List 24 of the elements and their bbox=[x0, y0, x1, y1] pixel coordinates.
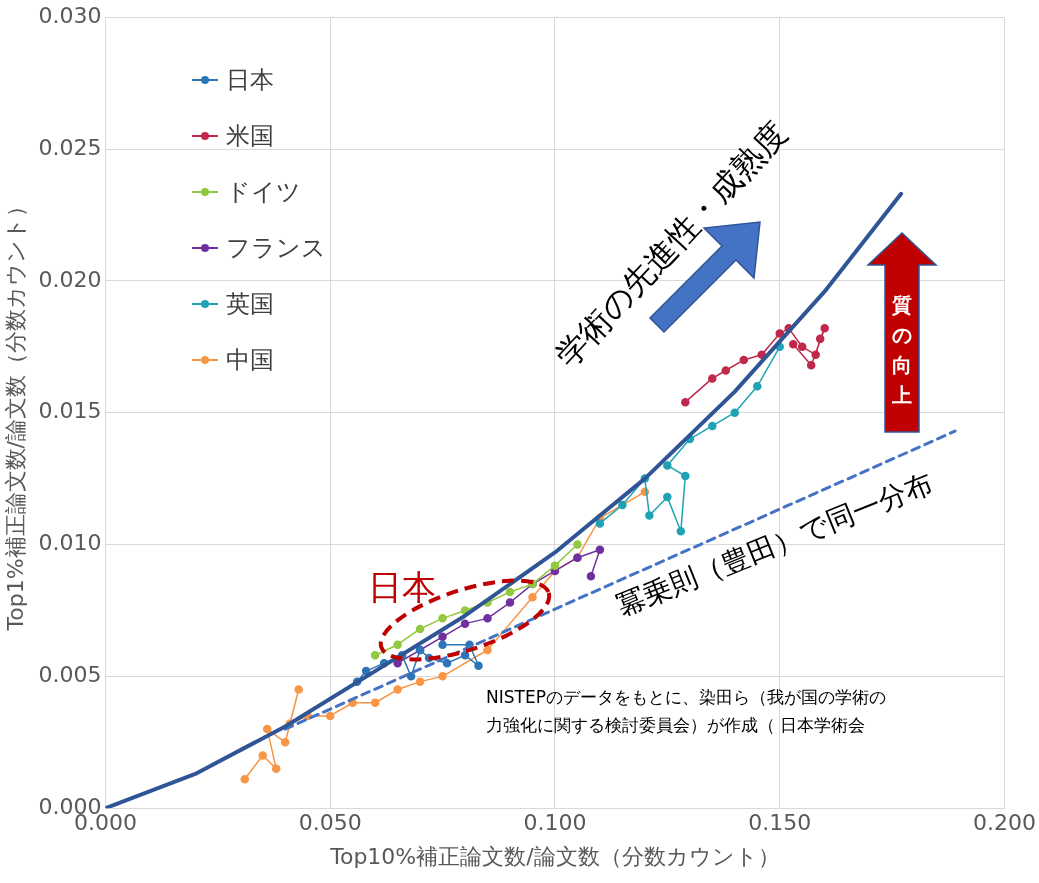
x-tick-label: 0.050 bbox=[298, 810, 362, 836]
annotation: NISTEPのデータをもとに、染田ら（我が国の学術の bbox=[486, 686, 886, 709]
x-tick-label: 0.150 bbox=[748, 810, 812, 836]
annotation: 日本 bbox=[368, 566, 436, 609]
annotation: 学術の先進性・成熟度 bbox=[546, 113, 796, 377]
legend-label: 中国 bbox=[226, 345, 274, 376]
legend-label: 米国 bbox=[226, 121, 274, 152]
y-tick-label: 0.005 bbox=[38, 662, 102, 688]
y-tick-label: 0.025 bbox=[38, 134, 102, 160]
x-tick-label: 0.200 bbox=[973, 810, 1036, 836]
legend-label: フランス bbox=[226, 233, 326, 264]
annotation: 冪乗則（豊田）で同一分布 bbox=[611, 465, 939, 625]
annotation: 質の向上 bbox=[892, 292, 912, 409]
annotation: 力強化に関する検討委員会）が作成（ 日本学術会 bbox=[486, 714, 866, 737]
x-axis-title: Top10%補正論文数/論文数（分数カウント） bbox=[329, 843, 780, 869]
y-tick-label: 0.015 bbox=[38, 398, 102, 424]
y-axis-title: Top1%補正論文数/論文数（分数カウント） bbox=[2, 194, 28, 632]
legend-label: 日本 bbox=[226, 65, 274, 96]
y-tick-label: 0.010 bbox=[38, 530, 102, 556]
legend-label: ドイツ bbox=[226, 177, 301, 208]
y-tick-label: 0.020 bbox=[38, 266, 102, 292]
y-tick-label: 0.030 bbox=[38, 2, 102, 28]
legend-label: 英国 bbox=[226, 289, 274, 320]
x-tick-label: 0.100 bbox=[523, 810, 587, 836]
